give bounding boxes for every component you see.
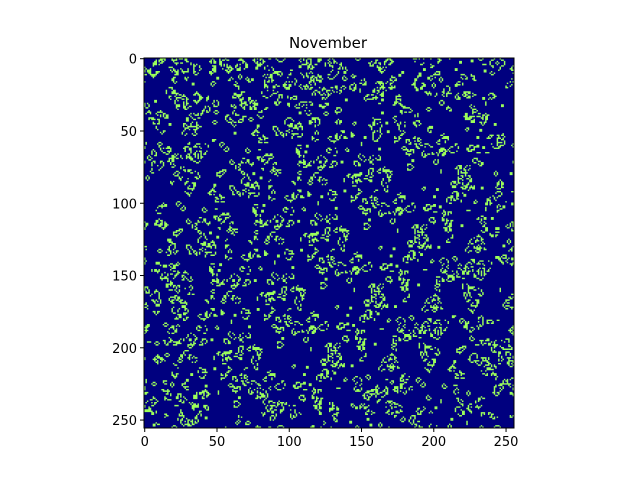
axes-frame: [143, 57, 515, 429]
cell-pattern: [144, 58, 514, 428]
x-tick-label: 50: [209, 435, 226, 450]
y-tick-label: 250: [112, 414, 137, 429]
x-tick-label: 100: [277, 435, 302, 450]
y-tick-label: 0: [129, 53, 137, 68]
x-tick-label: 200: [421, 435, 446, 450]
y-tick-label: 50: [120, 125, 137, 140]
x-tick-label: 0: [141, 435, 149, 450]
x-tick-label: 250: [494, 435, 519, 450]
y-tick-label: 150: [112, 270, 137, 285]
x-tick-label: 150: [349, 435, 374, 450]
y-tick-label: 200: [112, 342, 137, 357]
chart-title: November: [289, 34, 368, 52]
y-tick-label: 100: [112, 197, 137, 212]
